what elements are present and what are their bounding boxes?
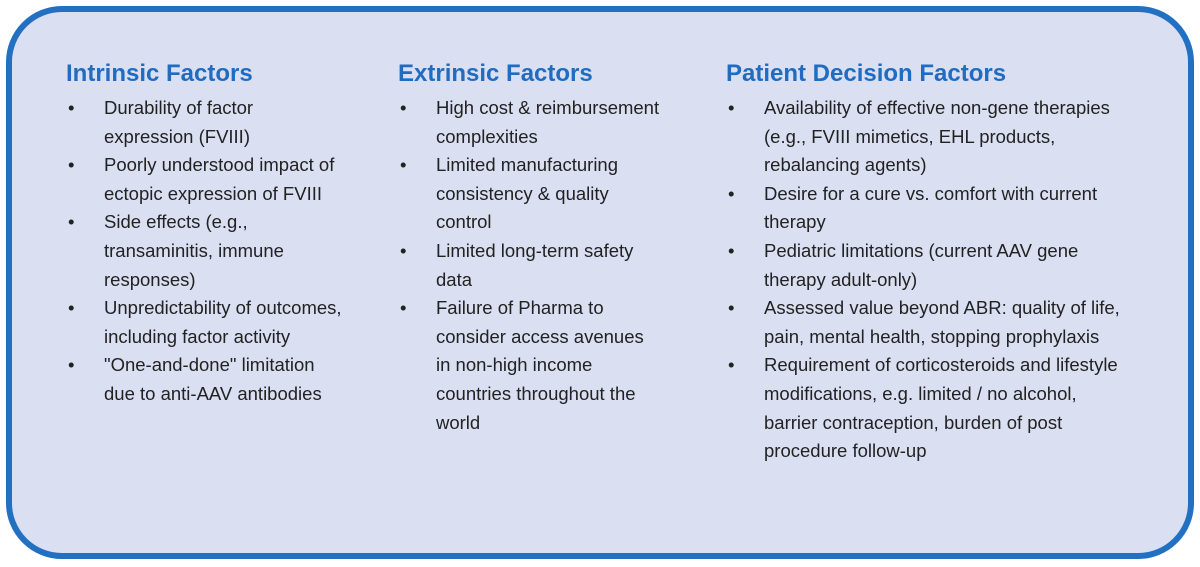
factor-item: Limited long-term safety data	[398, 237, 660, 294]
factors-panel: Intrinsic Factors Durability of factor ex…	[6, 6, 1194, 559]
factor-item: Limited manufacturing consistency & qual…	[398, 151, 660, 237]
factor-item: Durability of factor expression (FVIII)	[66, 94, 346, 151]
factor-item: "One-and-done" limitation due to anti-AA…	[66, 351, 346, 408]
factor-list: Availability of effective non-gene thera…	[726, 94, 1126, 466]
factor-list: Durability of factor expression (FVIII)P…	[66, 94, 346, 409]
factor-column: Patient Decision Factors Availability of …	[726, 60, 1126, 466]
factor-item: Side effects (e.g., transaminitis, immun…	[66, 208, 346, 294]
factor-column: Extrinsic Factors High cost & reimburseme…	[398, 60, 660, 437]
factor-item: Desire for a cure vs. comfort with curre…	[726, 180, 1126, 237]
factor-item: Requirement of corticosteroids and lifes…	[726, 351, 1126, 465]
factor-list: High cost & reimbursement complexitiesLi…	[398, 94, 660, 437]
factor-item: Availability of effective non-gene thera…	[726, 94, 1126, 180]
factor-item: Failure of Pharma to consider access ave…	[398, 294, 660, 437]
column-title: Intrinsic Factors	[66, 60, 253, 87]
column-title: Extrinsic Factors	[398, 60, 593, 87]
factor-item: High cost & reimbursement complexities	[398, 94, 660, 151]
factor-item: Pediatric limitations (current AAV gene …	[726, 237, 1126, 294]
factor-item: Poorly understood impact of ectopic expr…	[66, 151, 346, 208]
factor-item: Assessed value beyond ABR: quality of li…	[726, 294, 1126, 351]
column-title: Patient Decision Factors	[726, 60, 1007, 87]
factor-column: Intrinsic Factors Durability of factor ex…	[66, 60, 346, 409]
factor-item: Unpredictability of outcomes, including …	[66, 294, 346, 351]
